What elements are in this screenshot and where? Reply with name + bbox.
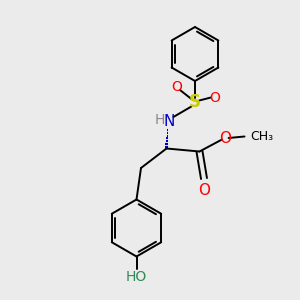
Text: O: O xyxy=(172,80,182,94)
Text: CH₃: CH₃ xyxy=(250,130,274,143)
Text: S: S xyxy=(189,93,201,111)
Text: O: O xyxy=(219,130,231,146)
Text: O: O xyxy=(209,91,220,104)
Text: H: H xyxy=(154,113,165,127)
Text: HO: HO xyxy=(126,270,147,284)
Text: N: N xyxy=(164,114,175,129)
Text: O: O xyxy=(198,183,210,198)
